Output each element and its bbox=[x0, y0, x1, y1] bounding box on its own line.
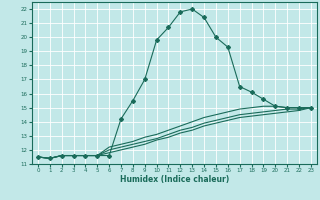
X-axis label: Humidex (Indice chaleur): Humidex (Indice chaleur) bbox=[120, 175, 229, 184]
